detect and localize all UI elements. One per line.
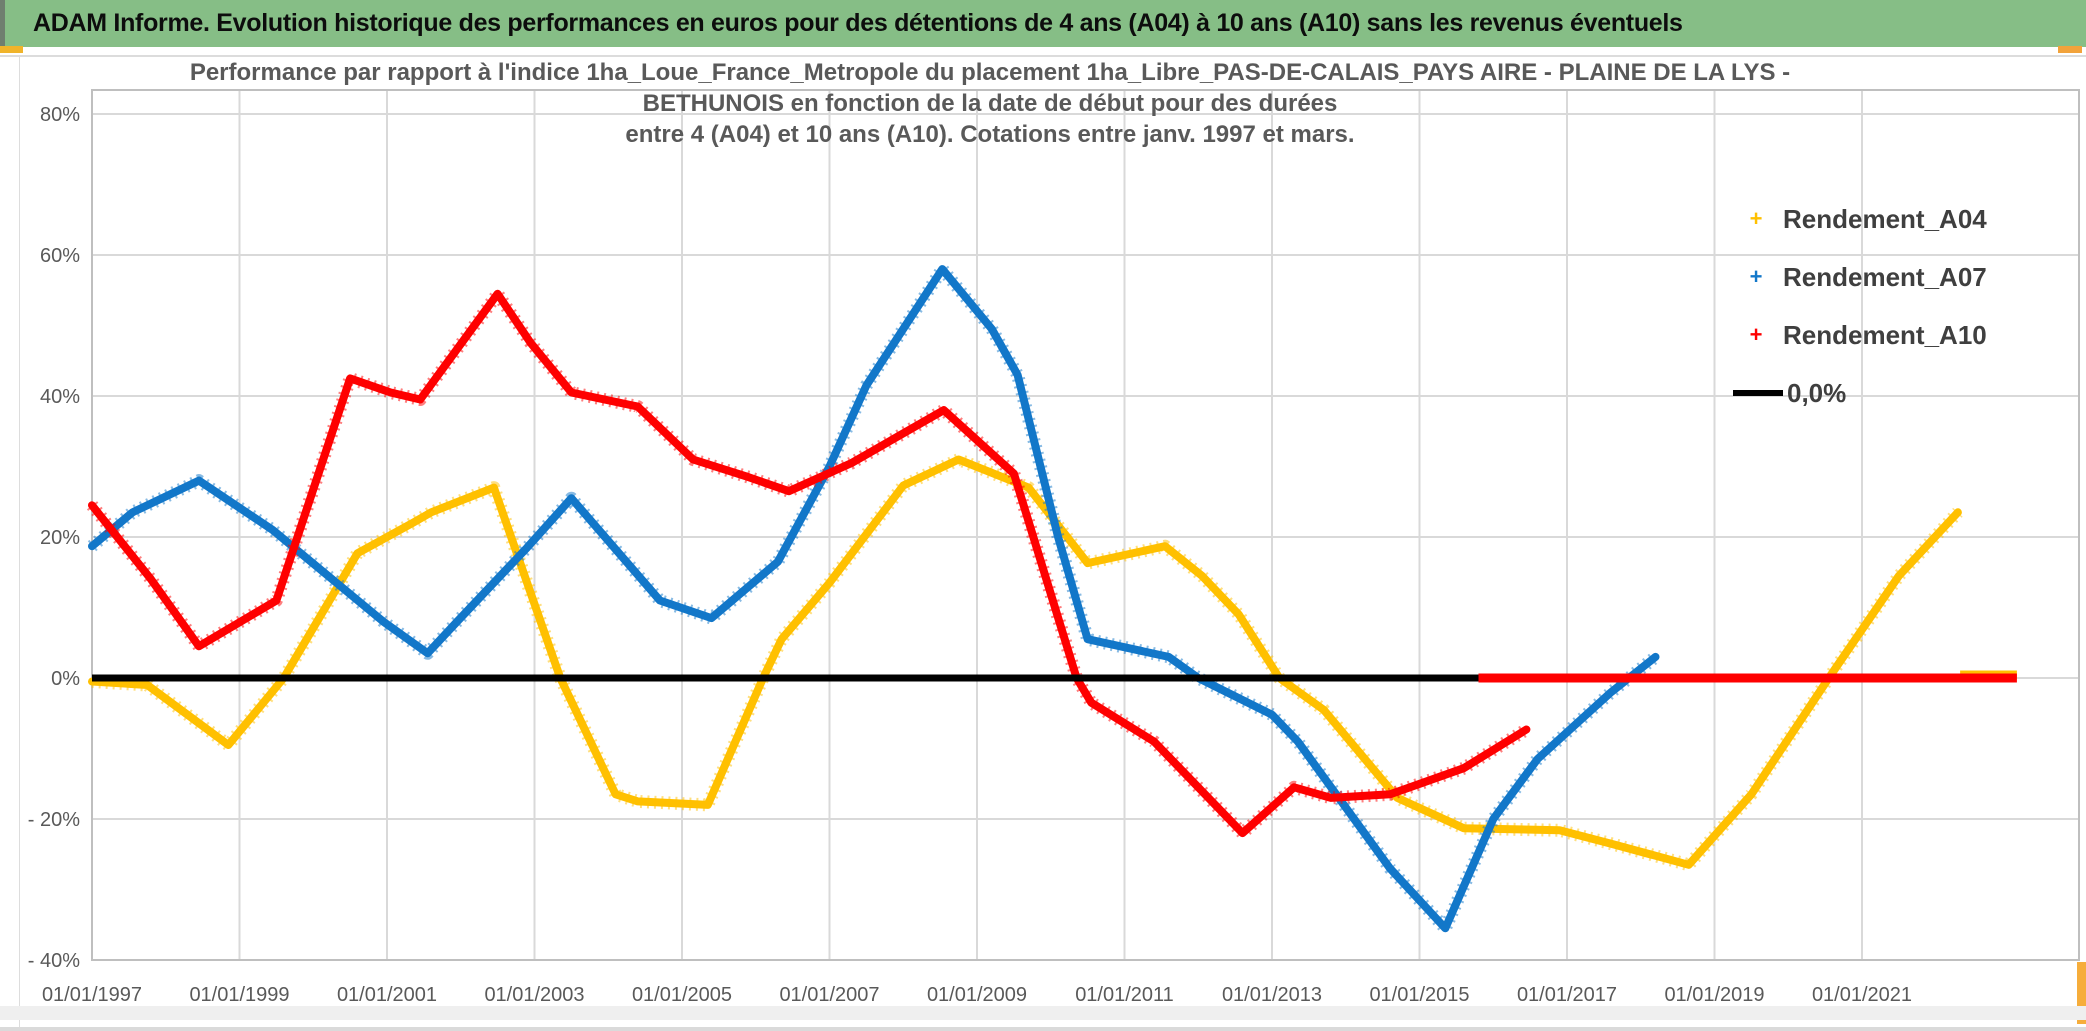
banner-title: ADAM Informe. Evolution historique des p… bbox=[33, 9, 1683, 37]
x-axis-labels: 01/01/1997 01/01/1999 01/01/2001 01/01/2003… bbox=[42, 984, 1912, 1006]
bottom-edge-strip bbox=[0, 1027, 2086, 1031]
plus-marker-icon: + bbox=[1749, 264, 1763, 289]
right-edge-marker bbox=[2058, 46, 2082, 53]
legend: + Rendement_A04 + Rendement_A07 + Rendement_A… bbox=[1733, 190, 2073, 422]
chart-title-line-1: Performance par rapport à l'indice 1ha_L… bbox=[189, 59, 1791, 86]
bottom-gray-strip bbox=[0, 1006, 2086, 1020]
x-tick-label: 01/01/2011 bbox=[1075, 984, 1174, 1006]
x-tick-label: 01/01/2021 bbox=[1812, 984, 1912, 1006]
x-tick-label: 01/01/2005 bbox=[632, 984, 732, 1006]
series-line-rendement_a04 bbox=[88, 453, 1963, 872]
legend-label: Rendement_A07 bbox=[1783, 261, 1987, 292]
x-tick-label: 01/01/2015 bbox=[1369, 984, 1469, 1006]
y-tick-label: - 20% bbox=[28, 809, 80, 831]
y-axis-labels: 80% 60% 40% 20% 0% - 20% - 40% bbox=[28, 104, 80, 972]
x-tick-label: 01/01/2019 bbox=[1664, 984, 1764, 1006]
plus-marker-icon: + bbox=[1749, 322, 1763, 347]
legend-label: Rendement_A10 bbox=[1783, 319, 1987, 350]
x-tick-label: 01/01/1999 bbox=[189, 984, 289, 1006]
plus-marker-icon: + bbox=[1749, 206, 1763, 231]
left-edge-marker bbox=[0, 46, 23, 53]
y-tick-label: 80% bbox=[40, 104, 80, 126]
chart-title: Performance par rapport à l'indice 1ha_L… bbox=[100, 57, 1880, 150]
legend-item-0-0-: 0,0% bbox=[1733, 364, 2073, 422]
divider-line bbox=[0, 55, 2086, 57]
x-tick-label: 01/01/2017 bbox=[1517, 984, 1617, 1006]
series-line-rendement_a10 bbox=[86, 287, 1531, 840]
line-swatch-icon bbox=[1733, 390, 1783, 396]
banner: ADAM Informe. Evolution historique des p… bbox=[0, 0, 2086, 47]
bottom-right-orange-bar bbox=[2077, 962, 2086, 1024]
y-tick-label: 20% bbox=[40, 527, 80, 549]
y-tick-label: 40% bbox=[40, 386, 80, 408]
chart-title-line-3: entre 4 (A04) et 10 ans (A10). Cotations… bbox=[625, 121, 1355, 148]
legend-item-rendement-a04: + Rendement_A04 bbox=[1733, 190, 2073, 248]
legend-item-rendement-a10: + Rendement_A10 bbox=[1733, 306, 2073, 364]
legend-label: Rendement_A04 bbox=[1783, 203, 1987, 234]
x-tick-label: 01/01/2007 bbox=[779, 984, 879, 1006]
x-tick-label: 01/01/2009 bbox=[927, 984, 1027, 1006]
x-tick-label: 01/01/2013 bbox=[1222, 984, 1322, 1006]
x-tick-label: 01/01/1997 bbox=[42, 984, 142, 1006]
series-line-rendement_a07 bbox=[87, 262, 1660, 935]
legend-label: 0,0% bbox=[1787, 377, 1847, 408]
x-tick-label: 01/01/2001 bbox=[337, 984, 437, 1006]
y-tick-label: - 40% bbox=[28, 950, 80, 972]
y-tick-label: 0% bbox=[51, 668, 80, 690]
chart-title-line-2: BETHUNOIS en fonction de la date de débu… bbox=[642, 90, 1338, 117]
legend-item-rendement-a07: + Rendement_A07 bbox=[1733, 248, 2073, 306]
left-pane-border bbox=[19, 57, 20, 1031]
x-tick-label: 01/01/2003 bbox=[484, 984, 584, 1006]
y-tick-label: 60% bbox=[40, 245, 80, 267]
